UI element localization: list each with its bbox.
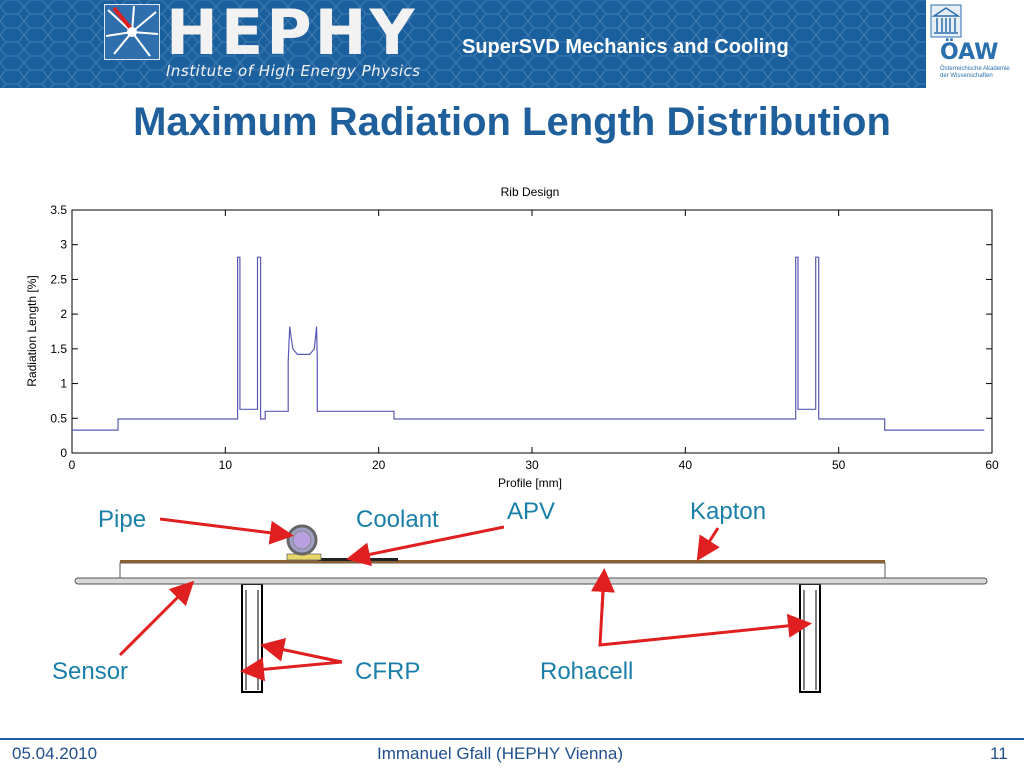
- y-axis-label: Radiation Length [%]: [25, 275, 39, 386]
- footer-page-number: 11: [990, 744, 1008, 763]
- pipe-arrow: [159, 517, 294, 545]
- label-pipe: Pipe: [98, 506, 147, 533]
- apv-chip: [318, 558, 398, 561]
- header-title: SuperSVD Mechanics and Cooling: [462, 36, 789, 58]
- header-banner: HEPHY Institute of High Energy Physics S…: [0, 0, 1024, 88]
- slide-title: Maximum Radiation Length Distribution: [133, 100, 891, 144]
- oaw-logo-text: ÖAW: [940, 40, 999, 65]
- footer-divider: [0, 738, 1024, 740]
- oaw-logo: ÖAW Österreichische Akademie der Wissens…: [926, 0, 1024, 88]
- x-axis-label: Profile [mm]: [498, 476, 562, 490]
- kapton-arrow: [696, 527, 720, 562]
- oaw-logo-subtitle: Österreichische Akademie der Wissenschaf…: [940, 66, 1010, 79]
- cfrp-arrow-upper: [260, 637, 343, 664]
- radiation-length-chart: Rib Design 0 10 20 30 40 50 60 0 0.5 1 1.5 2 2.5 3 3.…: [25, 185, 999, 490]
- plot-area-frame: [71, 209, 993, 454]
- x-tick-label: 30: [525, 458, 539, 472]
- hephy-burst-logo-icon: [104, 4, 160, 60]
- series-line: [72, 256, 985, 431]
- y-tick-label: 0.5: [50, 411, 67, 425]
- chart-title: Rib Design: [501, 185, 560, 199]
- hephy-logo-text: HEPHY: [166, 0, 418, 69]
- x-tick-label: 60: [985, 458, 999, 472]
- kapton-layer: [120, 560, 885, 563]
- x-tick-label: 0: [69, 458, 76, 472]
- label-cfrp: CFRP: [355, 658, 421, 685]
- y-tick-label: 1.5: [50, 342, 67, 356]
- cfrp-rib-left: [241, 583, 263, 693]
- y-tick-label: 0: [60, 446, 67, 460]
- rohacell-layer: [119, 562, 886, 579]
- academy-building-icon: [930, 4, 962, 38]
- x-tick-label: 10: [219, 458, 233, 472]
- x-tick-label: 20: [372, 458, 386, 472]
- header-pattern: [0, 0, 1024, 88]
- y-tick-label: 1: [60, 377, 67, 391]
- x-tick-label: 50: [832, 458, 846, 472]
- y-tick-label: 3.5: [50, 203, 67, 217]
- x-tick-label: 40: [679, 458, 693, 472]
- label-kapton: Kapton: [690, 498, 767, 525]
- y-tick-label: 2.5: [50, 272, 67, 286]
- rohacell-arrow-up: [591, 568, 615, 611]
- hephy-logo-subtitle: Institute of High Energy Physics: [166, 62, 421, 80]
- y-tick-label: 3: [60, 238, 67, 252]
- footer-author: Immanuel Gfall (HEPHY Vienna): [377, 744, 623, 763]
- cfrp-rib-right: [799, 583, 821, 693]
- coolant-arrow: [346, 525, 505, 567]
- rib-cross-section-diagram: [74, 517, 988, 693]
- cfrp-arrow-lower: [240, 657, 343, 682]
- coolant: [292, 530, 312, 550]
- y-tick-label: 2: [60, 307, 67, 321]
- label-coolant: Coolant: [356, 506, 439, 533]
- sensor-plate: [74, 577, 988, 585]
- footer-date: 05.04.2010: [12, 744, 98, 763]
- label-sensor: Sensor: [52, 658, 129, 685]
- label-apv: APV: [507, 498, 556, 525]
- sensor-arrow: [118, 580, 195, 657]
- label-rohacell: Rohacell: [540, 658, 634, 685]
